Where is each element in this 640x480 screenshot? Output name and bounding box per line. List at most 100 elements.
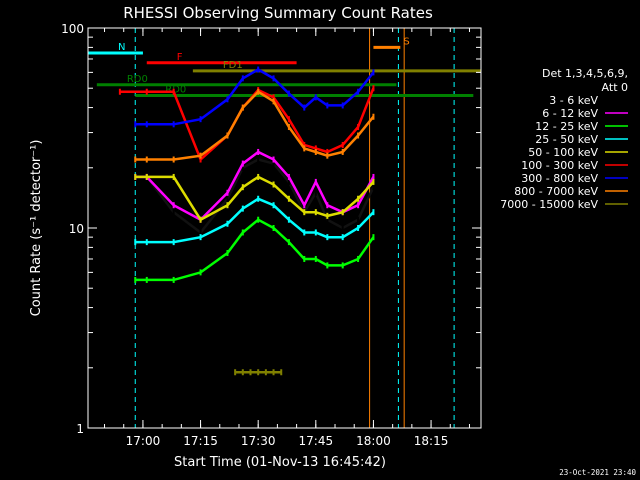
series-point-7-14: [372, 113, 375, 120]
series-point-1-13: [357, 202, 360, 209]
chart-title: RHESSI Observing Summary Count Rates: [123, 4, 433, 22]
series-line-4: [135, 175, 375, 222]
series-point-3-11: [326, 234, 329, 241]
series-point-5-13: [357, 123, 360, 130]
series-point-4-3: [199, 216, 202, 223]
series-point-3-7: [272, 202, 275, 209]
series-point-3-3: [199, 234, 202, 241]
series-point-4-1: [145, 173, 148, 180]
series-point-1-4: [226, 189, 229, 196]
series-line-7: [135, 90, 375, 161]
legend-label-3: 25 - 50 keV: [535, 133, 598, 146]
series-point-6-14: [372, 69, 375, 76]
series-point-5-3: [199, 156, 202, 163]
series-point-7-2: [172, 156, 175, 163]
annotation-label-1: F: [177, 52, 183, 63]
series-point-5-9: [303, 142, 306, 149]
series-point-7-1: [145, 156, 148, 163]
y-tick-label-2: 100: [61, 22, 84, 36]
series-point-4-14: [372, 178, 375, 185]
series-point-0-1: [172, 209, 175, 216]
series-point-0-4: [241, 164, 244, 171]
series-point-1-2: [172, 202, 175, 209]
series-point-5-0: [118, 88, 121, 95]
annotation-label-0: N: [118, 42, 125, 53]
series-point-2-12: [341, 262, 344, 269]
annotation-label-2: FD1: [223, 60, 243, 71]
series-point-0-10: [326, 216, 329, 223]
series-point-8-6: [280, 369, 283, 376]
series-point-8-0: [234, 369, 237, 376]
series-point-7-9: [303, 145, 306, 152]
series-point-0-11: [341, 225, 344, 231]
annotation-label-3: RD0: [127, 74, 148, 85]
series-line-2: [135, 218, 375, 282]
series-point-7-13: [357, 132, 360, 139]
series-point-2-6: [257, 216, 260, 223]
series-point-3-8: [287, 216, 290, 223]
series-point-5-11: [326, 148, 329, 155]
series-line-3: [135, 197, 375, 244]
legend-label-2: 12 - 25 keV: [535, 120, 598, 133]
series-point-0-9: [314, 189, 317, 196]
series-point-0-12: [357, 216, 360, 223]
annotation-label-4: RD0: [165, 84, 186, 95]
series-point-2-5: [241, 229, 244, 236]
series-point-2-10: [314, 255, 317, 262]
series-point-4-6: [257, 173, 260, 180]
series-point-5-8: [287, 116, 290, 123]
series-point-6-0: [134, 121, 137, 128]
series-point-1-10: [314, 178, 317, 185]
legend-label-5: 100 - 300 keV: [521, 159, 598, 172]
series-point-3-4: [226, 220, 229, 227]
series-point-4-0: [134, 173, 137, 180]
series-point-4-11: [326, 212, 329, 219]
series-point-4-13: [357, 195, 360, 202]
series-point-3-1: [145, 239, 148, 246]
series-point-5-2: [172, 88, 175, 95]
series-point-5-7: [272, 94, 275, 101]
series-point-8-4: [264, 369, 267, 376]
series-point-4-9: [303, 209, 306, 216]
series-point-6-1: [145, 121, 148, 128]
series-point-1-7: [272, 156, 275, 163]
series-point-3-9: [303, 229, 306, 236]
legend-label-0: 3 - 6 keV: [549, 94, 598, 107]
legend-label-7: 800 - 7000 keV: [514, 185, 598, 198]
y-tick-label-0: 1: [76, 422, 84, 436]
series-point-3-6: [257, 195, 260, 202]
series-point-6-6: [257, 66, 260, 73]
series-point-7-8: [287, 123, 290, 130]
series-point-2-9: [303, 255, 306, 262]
series-point-2-3: [199, 269, 202, 276]
footer-timestamp: 23-Oct-2021 23:40: [559, 468, 636, 477]
series-point-7-5: [241, 104, 244, 111]
series-point-6-2: [172, 121, 175, 128]
series-point-6-7: [272, 75, 275, 82]
series-point-4-8: [287, 195, 290, 202]
series-point-0-7: [287, 178, 290, 185]
series-point-3-5: [241, 205, 244, 212]
legend-label-1: 6 - 12 keV: [542, 107, 598, 120]
series-point-0-13: [372, 184, 375, 191]
series-point-0-6: [272, 160, 275, 167]
series-point-8-2: [249, 369, 252, 376]
x-tick-label-2: 17:30: [241, 434, 276, 448]
series-point-3-10: [314, 229, 317, 236]
series-point-6-3: [199, 116, 202, 123]
series-point-1-6: [257, 148, 260, 155]
y-tick-label-1: 10: [69, 222, 84, 236]
legend-label-8: 7000 - 15000 keV: [500, 198, 598, 211]
series-point-1-5: [241, 160, 244, 167]
series-point-6-5: [241, 75, 244, 82]
series-point-1-9: [303, 202, 306, 209]
x-tick-label-1: 17:15: [183, 434, 218, 448]
legend-header-line-2: Att 0: [602, 81, 628, 94]
series-point-6-9: [303, 104, 306, 111]
series-point-7-7: [272, 98, 275, 105]
series-point-2-11: [326, 262, 329, 269]
series-line-0: [145, 158, 375, 235]
legend-header-line-1: Det 1,3,4,5,6,9,: [542, 67, 628, 80]
